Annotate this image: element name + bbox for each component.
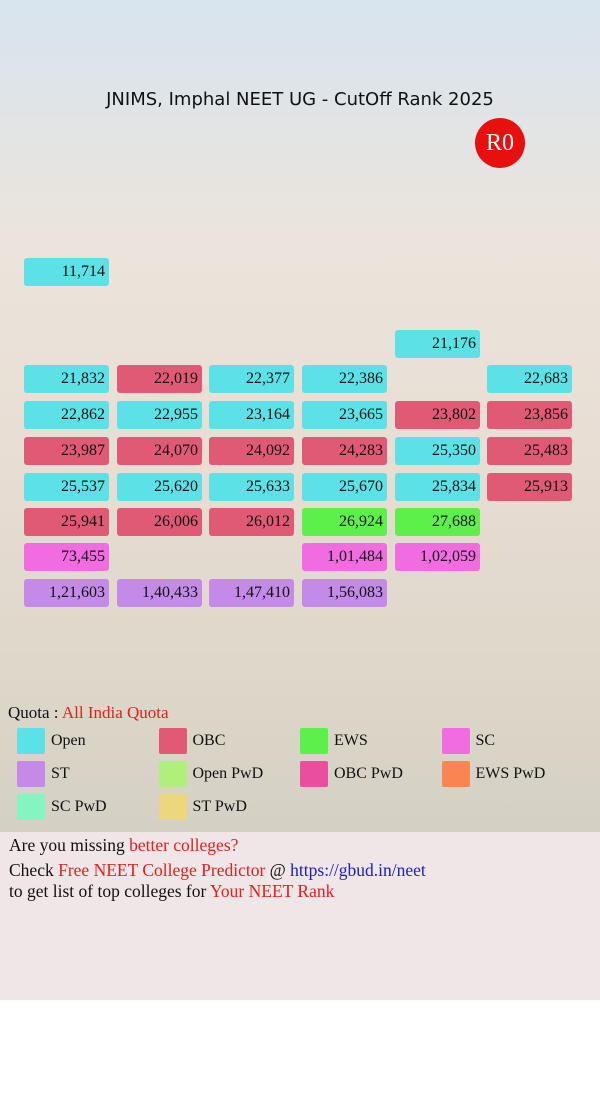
legend-swatch [300, 728, 328, 754]
footer-text: Are you missing [9, 835, 130, 855]
quota-label: Quota : [8, 703, 59, 722]
legend-swatch [158, 761, 187, 787]
legend-item: EWS [300, 728, 435, 754]
footer-line: Are you missing better colleges? [9, 835, 238, 856]
legend-swatch [158, 728, 187, 754]
rank-cell: 1,47,410 [209, 579, 294, 607]
rank-cell: 11,714 [24, 258, 109, 286]
legend-swatch [158, 794, 187, 820]
rank-cell: 21,832 [24, 365, 109, 393]
footer-text: Free NEET College Predictor [58, 860, 266, 880]
rank-cell: 27,688 [395, 508, 480, 536]
rank-cell: 24,070 [117, 437, 202, 465]
rank-cell: 1,21,603 [24, 579, 109, 607]
legend-item: SC PwD [17, 794, 152, 820]
rank-cell: 24,283 [302, 437, 387, 465]
quota: Quota : All India Quota [8, 703, 169, 723]
rank-cell: 25,350 [395, 437, 480, 465]
legend-swatch [17, 794, 45, 820]
legend-swatch [441, 761, 470, 787]
legend-label: SC [475, 732, 496, 749]
rank-cell: 22,386 [302, 365, 387, 393]
legend-label: EWS PwD [475, 765, 546, 782]
rank-cell: 25,834 [395, 473, 480, 501]
rank-cell: 73,455 [24, 543, 109, 571]
rank-cell: 26,924 [302, 508, 387, 536]
rank-cell: 22,377 [209, 365, 294, 393]
rank-cell: 25,483 [487, 437, 572, 465]
rank-cell: 21,176 [395, 330, 480, 358]
rank-cell: 22,019 [117, 365, 202, 393]
footer-text: Check [9, 860, 59, 880]
legend-item: EWS PwD [441, 761, 577, 787]
rank-cell: 23,856 [487, 401, 572, 429]
quota-value: All India Quota [61, 703, 169, 722]
footer-line: Check Free NEET College Predictor @ http… [9, 860, 426, 881]
legend-label: Open PwD [192, 765, 264, 782]
legend-swatch [300, 761, 328, 787]
legend-label: EWS [334, 732, 368, 749]
rank-cell: 24,092 [209, 437, 294, 465]
rank-cell: 23,802 [395, 401, 480, 429]
rank-cell: 1,56,083 [302, 579, 387, 607]
round-badge: R0 [475, 118, 525, 168]
footer-text: better colleges? [129, 835, 239, 855]
rank-cell: 22,955 [117, 401, 202, 429]
legend-swatch [17, 761, 45, 787]
legend-item: OBC PwD [300, 761, 435, 787]
footer-text: to get list of top colleges for [9, 881, 211, 901]
legend-swatch [17, 728, 45, 754]
legend-label: Open [51, 732, 86, 749]
rank-cell: 25,633 [209, 473, 294, 501]
rank-cell: 23,665 [302, 401, 387, 429]
rank-cell: 1,02,059 [395, 543, 480, 571]
title: JNIMS, Imphal NEET UG - CutOff Rank 2025 [106, 89, 494, 110]
rank-cell: 1,40,433 [117, 579, 202, 607]
legend-item: ST PwD [158, 794, 294, 820]
legend-item: ST [17, 761, 152, 787]
rank-cell: 26,006 [117, 508, 202, 536]
footer-line: to get list of top colleges for Your NEE… [9, 881, 334, 902]
rank-cell: 25,620 [117, 473, 202, 501]
legend-label: OBC PwD [334, 765, 403, 782]
rank-cell: 23,987 [24, 437, 109, 465]
rank-cell: 26,012 [209, 508, 294, 536]
legend-label: ST [51, 765, 70, 782]
legend-item: Open [17, 728, 152, 754]
legend-label: OBC [192, 732, 226, 749]
rank-cell: 25,670 [302, 473, 387, 501]
legend-swatch [441, 728, 470, 754]
rank-cell: 22,683 [487, 365, 572, 393]
legend-item: OBC [158, 728, 294, 754]
rank-cell: 25,941 [24, 508, 109, 536]
legend-label: ST PwD [192, 798, 247, 815]
rank-cell: 1,01,484 [302, 543, 387, 571]
footer-text: @ [265, 860, 291, 880]
rank-cell: 25,537 [24, 473, 109, 501]
footer-text: https://gbud.in/neet [290, 860, 426, 880]
legend-item: Open PwD [158, 761, 294, 787]
legend-label: SC PwD [51, 798, 107, 815]
footer-text: Your NEET Rank [210, 881, 335, 901]
rank-cell: 23,164 [209, 401, 294, 429]
rank-cell: 22,862 [24, 401, 109, 429]
legend-item: SC [441, 728, 577, 754]
rank-cell: 25,913 [487, 473, 572, 501]
footer-band [0, 832, 600, 1000]
